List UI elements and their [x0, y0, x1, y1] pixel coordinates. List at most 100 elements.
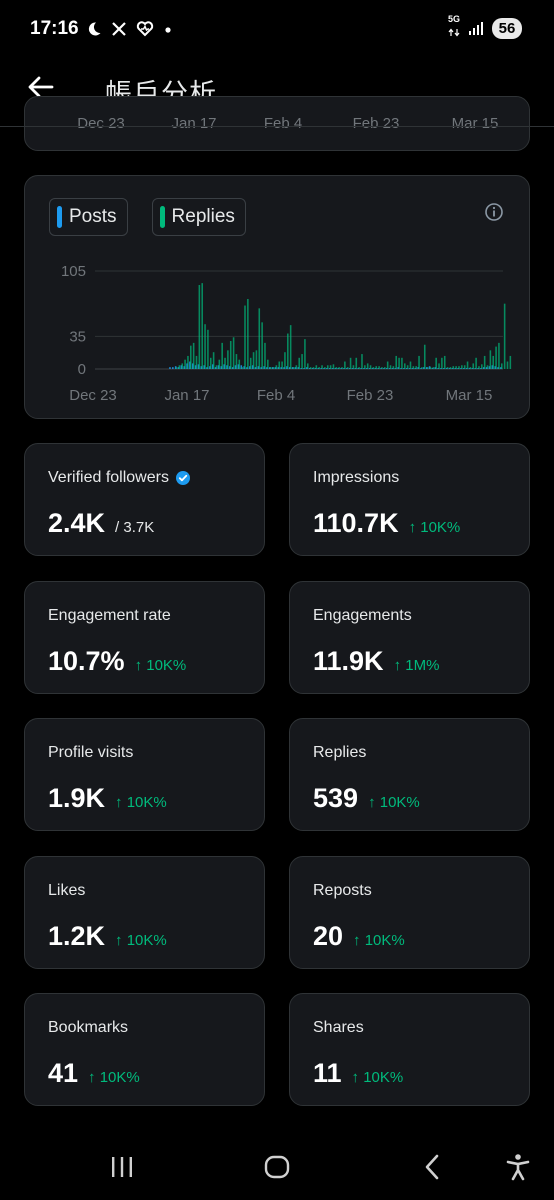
replies-bar — [398, 357, 400, 369]
posts-bar — [229, 366, 231, 369]
metric-change: ↑ 10K% — [115, 794, 167, 811]
status-time: 17:16 — [30, 18, 79, 39]
metric-card[interactable]: Impressions 110.7K ↑ 10K% — [289, 443, 530, 556]
metric-card[interactable]: Profile visits 1.9K ↑ 10K% — [24, 718, 265, 831]
replies-bar — [449, 367, 452, 369]
back-arrow-icon — [28, 76, 54, 98]
posts-bar — [360, 368, 362, 369]
replies-bar — [332, 364, 335, 369]
legend-replies[interactable]: Replies — [151, 198, 246, 236]
metric-card[interactable]: Bookmarks 41 ↑ 10K% — [24, 993, 265, 1106]
metric-change: ↑ 10K% — [351, 1069, 404, 1086]
posts-bar — [323, 368, 325, 369]
posts-bar — [368, 368, 371, 369]
posts-bar — [491, 365, 494, 369]
posts-bar — [251, 365, 254, 369]
posts-bar — [277, 367, 280, 369]
posts-bar — [211, 364, 214, 369]
replies-bar — [269, 367, 272, 369]
posts-bar — [169, 367, 171, 369]
metric-label: Impressions — [313, 469, 399, 487]
back-button[interactable] — [26, 72, 56, 102]
posts-bar — [306, 367, 308, 369]
home-icon — [264, 1155, 290, 1179]
metric-value-row: 20 ↑ 10K% — [313, 921, 405, 952]
replies-bar — [192, 342, 195, 369]
replies-bar — [458, 366, 460, 369]
replies-bar — [438, 363, 440, 369]
posts-bar — [180, 365, 183, 369]
posts-bar — [249, 366, 251, 369]
metric-card[interactable]: Replies 539 ↑ 10K% — [289, 718, 530, 831]
top-axis-tick: Mar 15 — [451, 115, 499, 132]
replies-bar — [495, 346, 497, 369]
battery-indicator: 56 — [492, 17, 522, 39]
metric-value-row: 11 ↑ 10K% — [313, 1058, 403, 1089]
metric-card[interactable]: Shares 11 ↑ 10K% — [289, 993, 530, 1106]
replies-bar — [261, 322, 263, 369]
posts-bar — [397, 367, 399, 369]
posts-bar — [448, 368, 451, 369]
replies-bar — [463, 365, 466, 369]
posts-bar — [243, 366, 245, 369]
posts-bar — [377, 368, 380, 369]
replies-bar — [435, 357, 437, 369]
posts-bar — [231, 367, 234, 369]
posts-bar — [266, 367, 268, 369]
replies-bar — [349, 357, 352, 369]
metric-card[interactable]: Verified followers 2.4K / 3.7K — [24, 443, 265, 556]
metric-change: ↑ 10K% — [408, 519, 461, 536]
replies-bar — [472, 363, 475, 369]
posts-bar — [474, 368, 477, 369]
metric-card[interactable]: Engagements 11.9K ↑ 1M% — [289, 581, 530, 694]
replies-bar — [384, 367, 386, 369]
posts-bar — [206, 367, 208, 369]
posts-bar — [197, 364, 200, 369]
replies-bar — [452, 366, 455, 369]
replies-bar — [389, 365, 392, 369]
posts-bar — [494, 366, 497, 369]
posts-bar — [289, 367, 291, 369]
metric-card[interactable]: Reposts 20 ↑ 10K% — [289, 856, 530, 969]
replies-bar — [309, 367, 312, 369]
recents-button[interactable] — [107, 1152, 137, 1182]
posts-bar — [408, 368, 411, 369]
y-tick-label: 105 — [61, 263, 86, 280]
replies-bar — [218, 359, 221, 369]
metric-card[interactable]: Engagement rate 10.7% ↑ 10K% — [24, 581, 265, 694]
replies-bar — [244, 305, 246, 369]
metric-value-row: 110.7K ↑ 10K% — [313, 508, 460, 539]
posts-bar — [283, 367, 285, 369]
legend-posts[interactable]: Posts — [49, 198, 128, 236]
replies-bar — [372, 367, 375, 369]
metric-label-text: Verified followers — [48, 469, 169, 486]
replies-bar — [366, 363, 369, 369]
system-nav-bar — [0, 1138, 554, 1200]
posts-bar — [326, 368, 328, 369]
replies-bar — [224, 357, 226, 369]
network-indicator: 5G — [448, 14, 460, 42]
posts-bar — [428, 366, 431, 369]
replies-bar — [324, 367, 326, 369]
accessibility-icon — [506, 1154, 530, 1181]
metric-change: ↑ 10K% — [134, 657, 187, 674]
replies-bar — [289, 325, 292, 369]
posts-bar — [294, 367, 297, 369]
x-tick-label: Mar 15 — [446, 387, 493, 404]
replies-bar — [481, 364, 483, 369]
heart-monitor-icon — [136, 21, 154, 37]
posts-bar — [286, 366, 288, 369]
activity-chart: 105 35 0 Dec 23 Jan 17 Feb 4 Feb 23 Mar 15 — [61, 263, 512, 404]
metric-card[interactable]: Likes 1.2K ↑ 10K% — [24, 856, 265, 969]
posts-bar — [280, 367, 283, 369]
replies-bar — [361, 354, 363, 369]
metric-label: Verified followers — [48, 469, 191, 487]
accessibility-button[interactable] — [503, 1152, 533, 1182]
system-back-button[interactable] — [418, 1152, 448, 1182]
replies-bar — [466, 361, 469, 369]
posts-bar — [388, 368, 391, 369]
replies-bar — [395, 355, 398, 369]
info-icon[interactable] — [484, 202, 504, 222]
home-button[interactable] — [262, 1152, 292, 1182]
top-chart-card: Dec 23 Jan 17 Feb 4 Feb 23 Mar 15 — [24, 96, 530, 151]
